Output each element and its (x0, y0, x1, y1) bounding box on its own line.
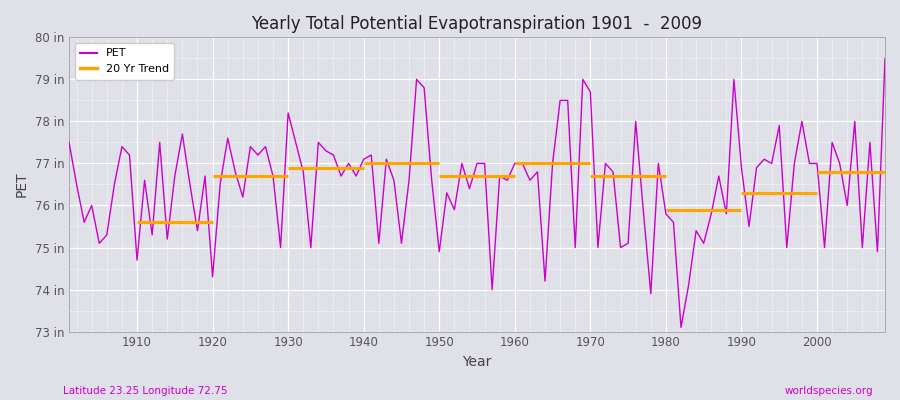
Text: worldspecies.org: worldspecies.org (785, 386, 873, 396)
Y-axis label: PET: PET (15, 172, 29, 197)
Legend: PET, 20 Yr Trend: PET, 20 Yr Trend (75, 43, 175, 80)
Title: Yearly Total Potential Evapotranspiration 1901  -  2009: Yearly Total Potential Evapotranspiratio… (251, 15, 703, 33)
Text: Latitude 23.25 Longitude 72.75: Latitude 23.25 Longitude 72.75 (63, 386, 228, 396)
X-axis label: Year: Year (463, 355, 491, 369)
